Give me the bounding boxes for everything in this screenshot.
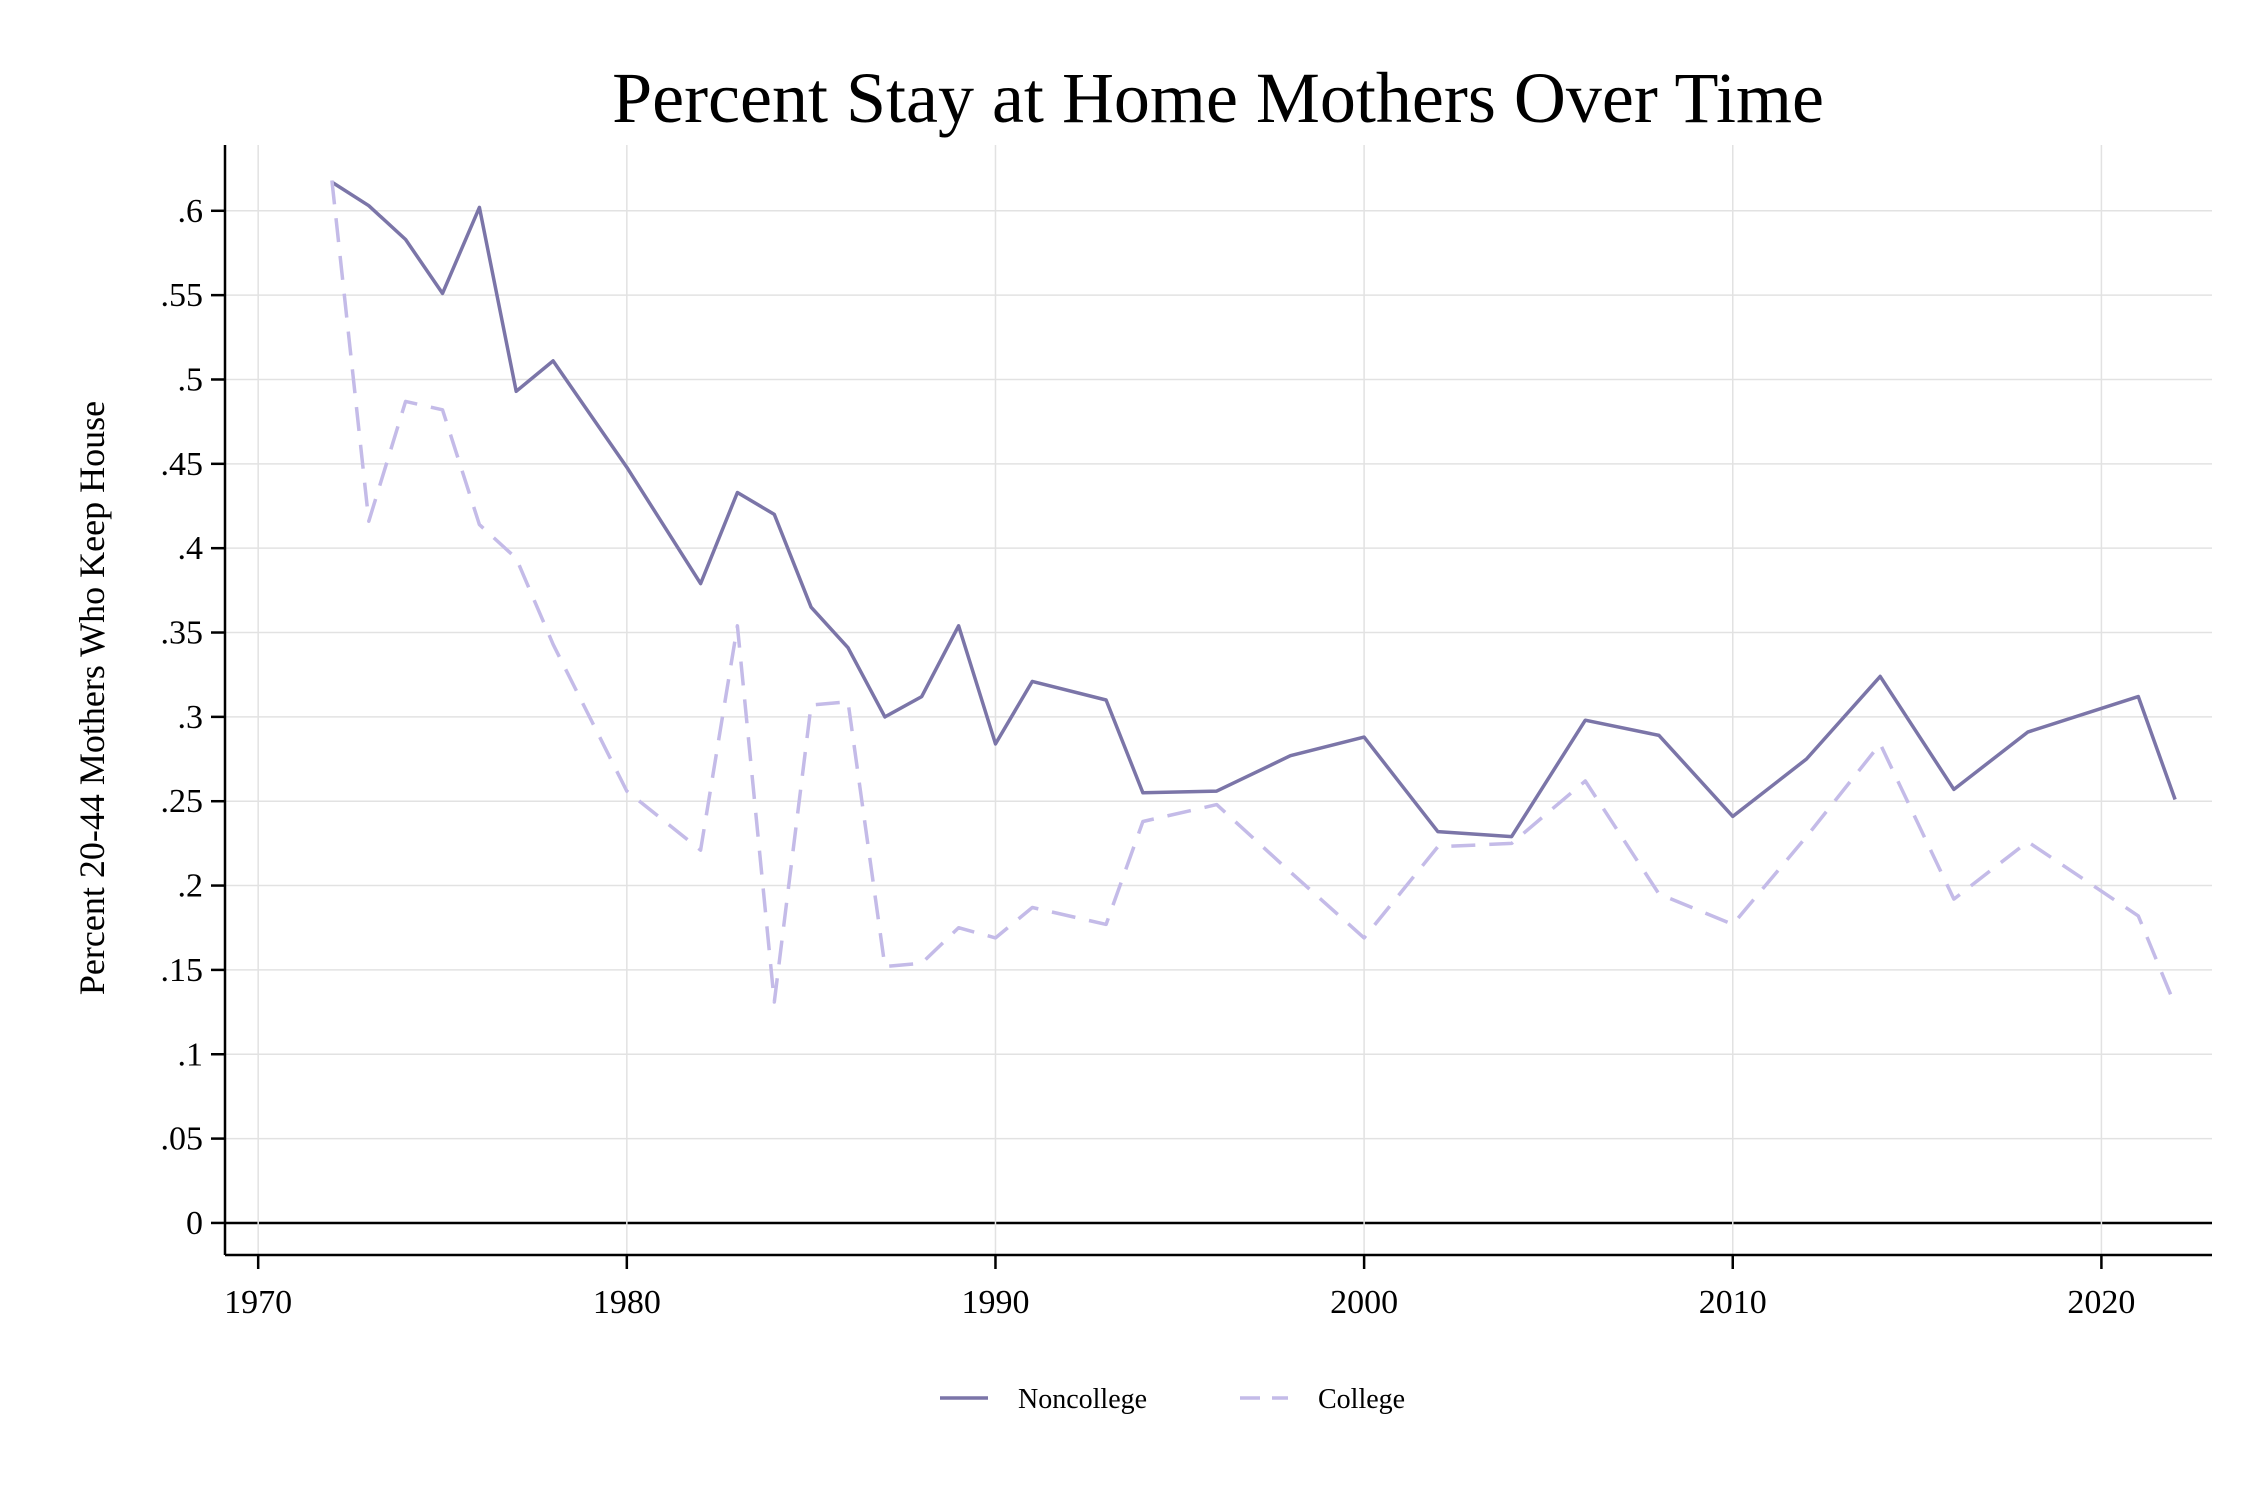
x-tick-label: 1990: [961, 1284, 1029, 1321]
gridlines: [225, 145, 2212, 1255]
y-tick-label: .55: [161, 277, 204, 314]
y-tick-label: .2: [178, 868, 204, 905]
y-tick-label: .05: [161, 1121, 204, 1158]
legend: Noncollege College: [940, 1384, 1405, 1415]
y-axis-label: Percent 20-44 Mothers Who Keep House: [72, 401, 112, 995]
y-tick-label: .45: [161, 446, 204, 483]
y-tick-label: 0: [186, 1205, 203, 1242]
y-tick-label: .3: [178, 699, 204, 736]
x-tick-label: 2000: [1330, 1284, 1398, 1321]
y-tick-label: .5: [178, 361, 204, 398]
x-tick-label: 2010: [1699, 1284, 1767, 1321]
series-line-noncollege: [330, 180, 2177, 839]
x-tick-label: 1980: [593, 1284, 661, 1321]
x-axis-ticks: 1970 1980 1990 2000 2010 2020: [224, 1255, 2135, 1321]
y-tick-label: .4: [178, 530, 204, 567]
series-line-college: [330, 180, 2177, 1006]
x-tick-label: 2020: [2067, 1284, 2135, 1321]
chart-title: Percent Stay at Home Mothers Over Time: [612, 58, 1824, 138]
axes: [223, 145, 2212, 1257]
x-tick-label: 1970: [224, 1284, 292, 1321]
y-tick-label: .1: [178, 1036, 204, 1073]
y-tick-label: .6: [178, 193, 204, 230]
plot-series: [330, 180, 2177, 1006]
y-tick-label: .25: [161, 783, 204, 820]
y-tick-label: .15: [161, 952, 204, 989]
y-axis-ticks: 0 .05 .1 .15 .2 .25 .3 .35 .4 .45 .5 .55 .6: [161, 193, 225, 1242]
legend-label: College: [1318, 1384, 1405, 1415]
legend-label: Noncollege: [1018, 1384, 1147, 1415]
y-tick-label: .35: [161, 615, 204, 652]
